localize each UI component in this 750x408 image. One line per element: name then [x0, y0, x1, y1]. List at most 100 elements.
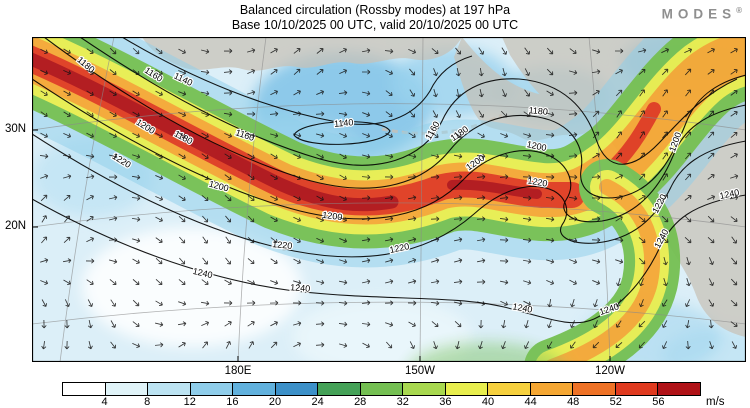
- wind-arrow: [408, 321, 416, 328]
- wind-arrow: [132, 258, 140, 265]
- wind-arrow: [293, 47, 301, 54]
- wind-arrow: [522, 216, 532, 222]
- colorbar-tick-label: 48: [567, 396, 580, 408]
- colorbar-unit: m/s: [706, 396, 725, 408]
- wind-arrow: [64, 340, 70, 350]
- wind-arrow: [685, 152, 692, 160]
- wind-arrow: [62, 258, 72, 264]
- wind-arrow: [40, 48, 48, 55]
- wind-arrow: [362, 69, 371, 75]
- wind-arrow: [477, 132, 485, 139]
- colorbar-tick-label: 8: [144, 396, 151, 408]
- wind-arrow: [685, 319, 691, 329]
- wind-arrow: [247, 236, 255, 244]
- wind-arrow: [662, 110, 669, 118]
- wind-arrow: [616, 110, 623, 118]
- colorbar-tick-label: 12: [183, 396, 196, 408]
- wind-arrow: [545, 195, 555, 201]
- wind-arrow: [568, 90, 578, 96]
- wind-arrow: [201, 279, 209, 286]
- wind-arrow: [86, 236, 94, 243]
- colorbar-segment: [445, 383, 489, 395]
- wind-arrow: [223, 90, 233, 96]
- wind-arrow: [686, 257, 691, 266]
- wind-arrow: [338, 279, 348, 285]
- wind-arrow: [707, 215, 715, 223]
- wind-arrow: [132, 154, 141, 159]
- wind-arrow: [270, 280, 279, 285]
- wind-arrow: [362, 133, 371, 138]
- wind-arrow: [638, 216, 646, 223]
- wind-arrow: [523, 133, 532, 138]
- wind-arrow: [178, 91, 187, 96]
- wind-arrow: [638, 48, 647, 54]
- wind-arrow: [730, 47, 738, 54]
- wind-arrow: [638, 320, 646, 328]
- wind-arrow: [293, 258, 301, 265]
- wind-arrow: [361, 237, 371, 243]
- wind-arrow: [546, 68, 554, 76]
- wind-arrow: [86, 69, 94, 76]
- wind-arrow: [339, 153, 347, 160]
- wind-arrow: [433, 89, 438, 98]
- wind-arrow: [86, 111, 94, 118]
- wind-arrow: [455, 67, 461, 77]
- wind-arrow: [545, 237, 555, 243]
- wind-arrow: [63, 70, 72, 75]
- wind-arrow: [63, 174, 72, 179]
- wind-arrow: [685, 89, 692, 97]
- wind-arrow: [615, 89, 623, 97]
- wind-arrow: [86, 215, 94, 222]
- wind-arrow: [63, 132, 72, 138]
- wind-arrow: [178, 48, 186, 55]
- wind-arrow: [87, 320, 93, 329]
- wind-arrow: [662, 341, 668, 350]
- wind-arrow: [384, 300, 394, 306]
- wind-arrow: [662, 152, 669, 160]
- wind-arrow: [131, 195, 141, 201]
- wind-arrow: [569, 259, 578, 264]
- colorbar-tick-label: 36: [439, 396, 452, 408]
- wind-arrow: [639, 299, 644, 308]
- wind-arrow: [201, 48, 210, 54]
- wind-arrow: [546, 90, 554, 97]
- wind-arrow: [477, 301, 486, 306]
- wind-arrow: [246, 111, 256, 117]
- map-area: 1180 1160 1140 1140 1160 1160 1180 1180 1180 1200…: [32, 37, 746, 362]
- wind-arrow: [709, 341, 714, 350]
- wind-arrow: [201, 153, 209, 160]
- wind-arrow: [708, 278, 715, 286]
- wind-arrow: [270, 258, 278, 265]
- colorbar-segment: [360, 383, 404, 395]
- colorbar-tick-label: 24: [311, 396, 324, 408]
- wind-arrow: [155, 237, 163, 244]
- wind-arrow: [545, 153, 555, 159]
- wind-arrow: [338, 90, 348, 96]
- wind-arrow: [522, 174, 532, 180]
- wind-arrow: [545, 174, 555, 180]
- wind-arrow: [109, 90, 117, 97]
- wind-arrow: [85, 258, 95, 264]
- wind-arrow: [316, 153, 324, 160]
- wind-arrow: [455, 88, 461, 98]
- wind-arrow: [685, 173, 692, 181]
- wind-arrow: [662, 89, 669, 97]
- wind-arrow: [385, 132, 393, 139]
- wind-arrow: [339, 259, 348, 264]
- wind-arrow: [708, 257, 714, 266]
- wind-arrow: [707, 68, 715, 75]
- wind-arrow: [615, 259, 624, 264]
- wind-arrow: [591, 195, 601, 201]
- wind-arrow: [663, 257, 668, 266]
- wind-arrow: [178, 153, 186, 160]
- wind-arrow: [292, 111, 302, 117]
- wind-arrow: [639, 89, 646, 97]
- wind-arrow: [362, 154, 371, 159]
- wind-arrow: [109, 279, 117, 286]
- wind-arrow: [408, 237, 417, 242]
- wind-arrow: [409, 89, 416, 97]
- wind-arrow: [385, 237, 394, 243]
- wind-arrow: [339, 132, 348, 138]
- wind-arrow: [454, 258, 463, 263]
